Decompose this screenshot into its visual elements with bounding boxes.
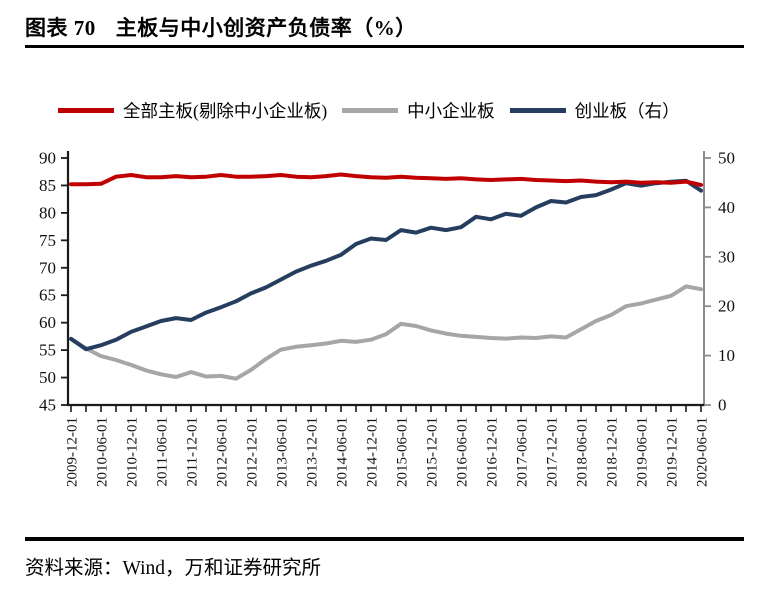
legend-swatch (58, 108, 114, 113)
legend-label: 创业板（右） (574, 101, 680, 121)
legend-swatch (509, 108, 566, 113)
legend-label: 中小企业板 (407, 101, 495, 121)
x-tick-label: 2014-12-01 (365, 417, 381, 487)
left-axis-ticks: 45 50 55 60 65 70 75 80 85 90 (39, 149, 68, 415)
right-tick-label: 40 (718, 198, 735, 217)
left-tick-label: 65 (39, 286, 56, 305)
x-tick-label: 2016-06-01 (455, 417, 471, 487)
series-line-3 (69, 178, 703, 352)
legend-item-1: 全部主板(剔除中小企业板) (58, 98, 327, 123)
x-tick-label: 2012-12-01 (245, 417, 261, 487)
chart-legend: 全部主板(剔除中小企业板) 中小企业板 创业板（右） (58, 98, 758, 123)
left-tick-label: 90 (39, 149, 56, 168)
right-tick-label: 10 (718, 346, 735, 365)
left-tick-label: 80 (39, 203, 56, 222)
source-note: 资料来源：Wind，万和证券研究所 (25, 551, 321, 580)
figure-title-text: 主板与中小创资产负债率（%） (115, 16, 417, 40)
x-tick-label: 2017-12-01 (545, 417, 561, 487)
source-text: 资料来源：Wind，万和证券研究所 (25, 558, 322, 579)
x-tick-label: 2015-06-01 (395, 417, 411, 487)
x-tick-label: 2009-12-01 (65, 417, 81, 487)
legend-item-2: 中小企业板 (342, 98, 495, 123)
x-tick-label: 2011-06-01 (155, 417, 171, 486)
x-tick-label: 2019-06-01 (635, 417, 651, 487)
left-tick-label: 55 (39, 341, 56, 360)
x-tick-label: 2014-06-01 (335, 417, 351, 487)
x-tick-label: 2016-12-01 (485, 417, 501, 487)
line-chart: 45 50 55 60 65 70 75 80 85 90 0 10 20 30 40 50 2009-12-0… (39, 149, 735, 488)
legend-swatch (342, 108, 399, 113)
left-tick-label: 50 (39, 368, 56, 387)
right-tick-label: 0 (718, 396, 727, 415)
right-tick-label: 20 (718, 297, 735, 316)
series-line-1 (69, 172, 703, 187)
x-axis-ticks: 2009-12-01 2010-06-01 2010-12-01 2011-06-01… (65, 405, 711, 487)
x-tick-label: 2013-12-01 (305, 417, 321, 487)
x-tick-label: 2018-06-01 (575, 417, 591, 487)
left-tick-label: 45 (39, 396, 56, 415)
x-tick-label: 2011-12-01 (185, 417, 201, 486)
series-line-2 (69, 284, 703, 381)
figure-title: 图表 70 主板与中小创资产负债率（%） (25, 12, 417, 42)
x-tick-label: 2018-12-01 (605, 417, 621, 487)
x-tick-label: 2017-06-01 (515, 417, 531, 487)
x-tick-label: 2013-06-01 (275, 417, 291, 487)
left-tick-label: 60 (39, 313, 56, 332)
x-tick-label: 2010-06-01 (95, 417, 111, 487)
x-tick-label: 2020-06-01 (695, 417, 711, 487)
figure-label: 图表 70 (25, 16, 96, 40)
right-tick-label: 30 (718, 247, 735, 266)
left-tick-label: 75 (39, 231, 56, 250)
footer-rule (25, 537, 744, 541)
x-tick-label: 2010-12-01 (125, 417, 141, 487)
right-axis-ticks: 0 10 20 30 40 50 (704, 149, 735, 415)
legend-item-3: 创业板（右） (509, 98, 680, 123)
x-tick-label: 2012-06-01 (215, 417, 231, 487)
x-tick-label: 2015-12-01 (425, 417, 441, 487)
left-tick-label: 70 (39, 258, 56, 277)
right-tick-label: 50 (718, 149, 735, 168)
left-tick-label: 85 (39, 176, 56, 195)
legend-label: 全部主板(剔除中小企业板) (123, 101, 328, 121)
title-underline (25, 45, 744, 48)
x-tick-label: 2019-12-01 (665, 417, 681, 487)
